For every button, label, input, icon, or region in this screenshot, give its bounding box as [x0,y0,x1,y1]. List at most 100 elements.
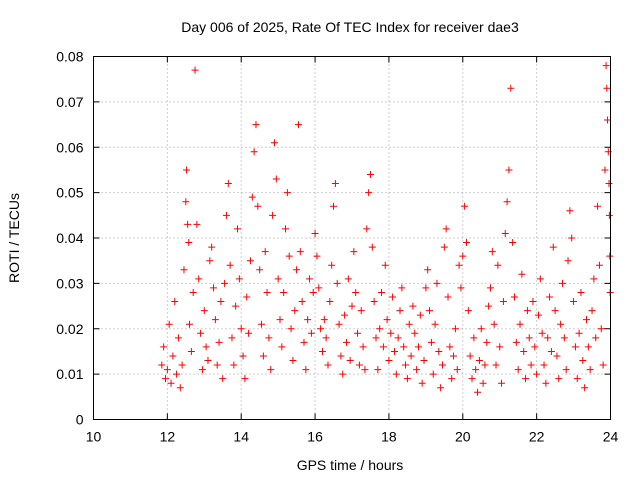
data-point [178,361,186,369]
data-point [575,329,583,337]
data-point [518,270,526,278]
data-point [326,298,334,306]
x-tick-labels: 10 12 14 16 18 20 22 24 [86,429,619,445]
data-point [503,198,511,206]
data-point [213,361,221,369]
data-point [505,166,513,174]
data-point [315,284,323,292]
data-point [183,166,191,174]
data-point [392,370,400,378]
data-point [333,279,341,287]
data-point [258,320,266,328]
data-point [549,243,557,251]
data-point [407,352,415,360]
data-point [346,357,354,365]
y-tick-labels: 0 0.01 0.02 0.03 0.04 0.05 0.06 0.07 0.08 [56,49,83,428]
data-point [597,325,605,333]
data-point [294,121,302,129]
data-point [466,352,474,360]
data-point [438,361,446,369]
data-point [250,148,258,156]
data-point [300,338,308,346]
data-point [272,175,280,183]
data-point [542,379,550,387]
data-point [448,375,456,383]
data-point [200,307,208,315]
data-point [557,320,565,328]
data-point [488,248,496,256]
data-point [481,361,489,369]
data-point [568,234,576,242]
data-point [592,334,600,342]
data-point [427,338,435,346]
data-point [265,334,273,342]
data-point [426,307,434,315]
data-point [437,384,445,392]
x-tick-label: 24 [603,429,619,445]
data-point [245,329,253,337]
data-point [248,193,256,201]
data-point [280,288,288,296]
data-point [523,307,531,315]
data-point [261,248,269,256]
data-point [204,357,212,365]
data-point [444,293,452,301]
data-point [335,320,343,328]
data-point [352,288,360,296]
data-point [498,379,506,387]
data-point [413,366,421,374]
chart-title: Day 006 of 2025, Rate Of TEC Index for r… [181,19,519,35]
data-point [283,189,291,197]
data-point [510,293,518,301]
data-point [243,293,251,301]
data-point [171,298,179,306]
data-point [210,284,218,292]
data-point [531,343,539,351]
data-point [307,329,315,337]
data-point [499,298,507,306]
x-tick-label: 14 [233,429,249,445]
data-point [182,198,190,206]
data-point [527,361,535,369]
y-tick-label: 0 [76,412,84,428]
data-points [158,62,614,396]
y-tick-label: 0.01 [56,366,83,382]
data-point [540,361,548,369]
data-point [529,298,537,306]
data-point [431,320,439,328]
data-point [486,284,494,292]
data-point [579,357,587,365]
y-axis-label: ROTI / TECUs [6,193,22,283]
data-point [230,361,238,369]
data-point [186,320,194,328]
data-point [411,329,419,337]
data-point [409,302,417,310]
data-point [604,116,612,124]
data-point [370,298,378,306]
data-point [285,252,293,260]
data-point [328,261,336,269]
data-point [311,229,319,237]
data-point [254,202,262,210]
y-tick-label: 0.04 [56,230,83,246]
data-point [267,366,275,374]
data-point [509,239,517,247]
data-point [289,357,297,365]
data-point [191,66,199,74]
data-point [475,357,483,365]
y-tick-label: 0.08 [56,49,83,65]
data-point [256,266,264,274]
data-point [195,275,203,283]
data-point [547,347,555,355]
data-point [350,248,358,256]
data-point [601,166,609,174]
data-point [378,288,386,296]
data-point [402,361,410,369]
data-point [553,352,561,360]
grid-lines [93,56,611,420]
data-point [224,180,232,188]
data-point [605,180,613,188]
data-point [414,343,422,351]
data-point [485,302,493,310]
data-point [468,375,476,383]
